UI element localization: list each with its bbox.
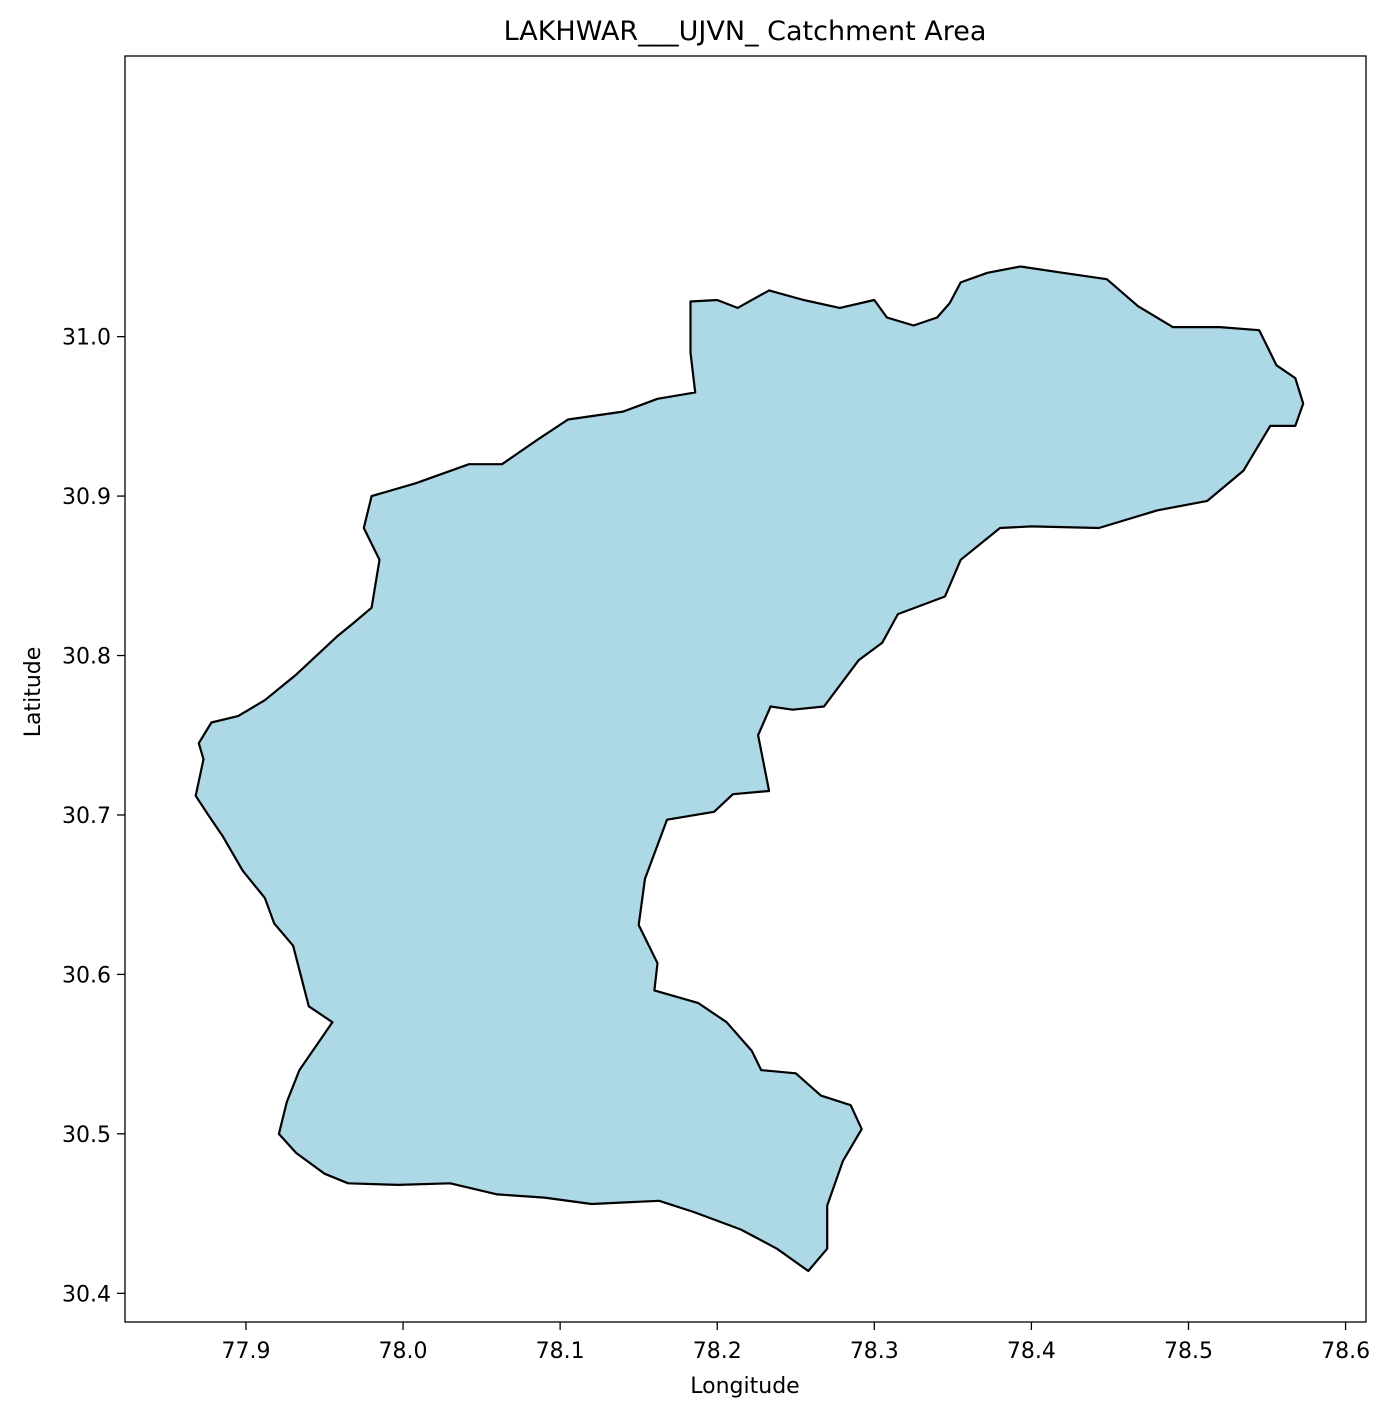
x-axis-label: Longitude [690, 1374, 799, 1399]
x-tick-label: 78.5 [1164, 1339, 1213, 1364]
x-tick-label: 78.4 [1007, 1339, 1056, 1364]
catchment-area [194, 265, 1305, 1273]
y-tick-label: 30.6 [62, 963, 111, 988]
y-tick-label: 30.4 [62, 1282, 111, 1307]
y-tick-label: 30.5 [62, 1123, 111, 1148]
x-tick-label: 78.3 [850, 1339, 899, 1364]
plot-area [124, 55, 1367, 1323]
x-tick-label: 77.9 [221, 1339, 270, 1364]
x-tick-label: 78.0 [379, 1339, 428, 1364]
y-tick-label: 30.9 [62, 485, 111, 510]
x-tick-label: 78.2 [693, 1339, 742, 1364]
y-tick-label: 31.0 [62, 326, 111, 351]
x-ticks: 77.9 78.0 78.1 78.2 78.3 78.4 78.5 78.6 [221, 1322, 1370, 1364]
chart-title: LAKHWAR___UJVN_ Catchment Area [504, 16, 987, 47]
x-tick-label: 78.1 [536, 1339, 585, 1364]
y-axis-label: Latitude [21, 647, 46, 738]
axes-frame [124, 55, 1367, 1323]
y-tick-label: 30.8 [62, 645, 111, 670]
y-ticks: 30.4 30.5 30.6 30.7 30.8 30.9 31.0 [62, 326, 125, 1307]
x-tick-label: 78.6 [1321, 1339, 1370, 1364]
y-tick-label: 30.7 [62, 804, 111, 829]
